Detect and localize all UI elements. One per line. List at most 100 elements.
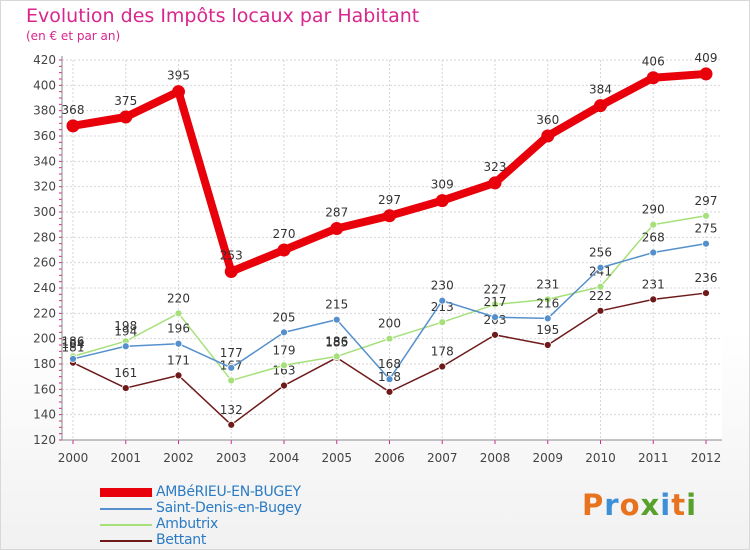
data-point <box>543 314 552 323</box>
data-point <box>491 313 499 322</box>
legend-swatch <box>100 540 152 542</box>
y-tick-label: 360 <box>33 129 56 143</box>
data-point <box>280 381 288 390</box>
x-tick-label: 2011 <box>638 451 669 465</box>
legend-label: AMBéRIEU-EN-BUGEY <box>156 484 301 500</box>
legend-label: Bettant <box>156 532 207 548</box>
x-tick-label: 2006 <box>374 451 405 465</box>
y-tick-label: 180 <box>33 357 56 371</box>
data-label: 196 <box>167 322 190 336</box>
data-label: 406 <box>642 55 665 69</box>
data-label: 395 <box>167 69 190 83</box>
data-point <box>699 67 713 81</box>
data-point <box>277 243 291 257</box>
data-label: 222 <box>589 289 612 303</box>
data-point <box>172 85 185 99</box>
data-point <box>121 342 130 351</box>
x-tick-label: 2005 <box>321 451 352 465</box>
data-point <box>383 209 396 223</box>
data-label: 384 <box>589 83 612 97</box>
data-point <box>596 282 605 291</box>
y-tick-label: 200 <box>33 332 56 346</box>
data-point <box>646 71 660 85</box>
brand-letter: i <box>686 488 698 522</box>
data-point <box>596 263 605 272</box>
data-point <box>596 306 605 315</box>
data-point <box>227 363 236 372</box>
data-label: 186 <box>62 334 85 348</box>
data-point <box>227 420 236 429</box>
y-tick-label: 420 <box>33 53 56 67</box>
legend-label: Ambutrix <box>156 516 218 532</box>
data-point <box>121 384 130 392</box>
data-label: 195 <box>536 323 559 337</box>
data-point <box>649 220 658 229</box>
data-point <box>119 110 133 124</box>
y-tick-label: 400 <box>33 78 56 92</box>
brand-letter: i <box>660 488 672 522</box>
data-label: 198 <box>114 319 137 333</box>
data-label: 177 <box>220 346 243 360</box>
chart-title: Evolution des Impôts locaux par Habitant <box>26 5 420 27</box>
brand-letter: r <box>604 488 620 522</box>
data-point <box>280 361 288 370</box>
data-label: 205 <box>273 310 296 324</box>
y-tick-label: 300 <box>33 205 56 219</box>
data-label: 368 <box>62 103 85 117</box>
data-point <box>438 318 447 327</box>
legend-swatch <box>100 488 152 497</box>
data-label: 256 <box>589 246 612 260</box>
x-tick-label: 2009 <box>532 451 563 465</box>
legend-swatch <box>100 524 152 526</box>
data-label: 231 <box>536 277 559 291</box>
data-point <box>385 375 394 384</box>
data-label: 230 <box>431 279 454 293</box>
data-label: 241 <box>589 265 612 279</box>
data-label: 360 <box>536 113 559 127</box>
brand-letter: t <box>671 488 687 522</box>
x-tick-label: 2007 <box>427 451 458 465</box>
data-label: 186 <box>325 334 348 348</box>
data-label: 171 <box>167 353 190 367</box>
data-label: 409 <box>695 51 718 65</box>
data-point <box>227 376 236 385</box>
data-point <box>69 355 77 363</box>
data-label: 213 <box>431 300 454 314</box>
data-label: 161 <box>114 366 137 380</box>
x-tick-label: 2002 <box>163 451 194 465</box>
data-label: 253 <box>220 249 243 263</box>
data-label: 215 <box>325 298 348 312</box>
x-tick-label: 2008 <box>480 451 511 465</box>
chart-subtitle: (en € et par an) <box>26 29 121 43</box>
data-label: 194 <box>114 324 137 338</box>
data-label: 168 <box>378 357 401 371</box>
data-point <box>594 99 607 113</box>
data-label: 297 <box>378 193 401 207</box>
data-point <box>174 339 183 348</box>
data-label: 323 <box>484 160 507 174</box>
data-point <box>488 176 502 190</box>
x-tick-label: 2012 <box>691 451 722 465</box>
data-label: 185 <box>325 336 348 350</box>
data-point <box>702 289 710 297</box>
data-point <box>332 352 341 361</box>
data-point <box>543 295 552 304</box>
data-label: 217 <box>484 295 507 309</box>
data-point <box>702 239 710 248</box>
data-label: 275 <box>695 222 718 236</box>
data-point <box>491 300 499 309</box>
data-label: 200 <box>378 317 401 331</box>
data-label: 216 <box>536 296 559 310</box>
data-point <box>385 387 394 396</box>
x-tick-label: 2004 <box>269 451 300 465</box>
data-point <box>224 265 238 279</box>
data-point <box>330 221 344 235</box>
data-point <box>438 296 447 305</box>
data-label: 178 <box>431 345 454 359</box>
data-label: 309 <box>431 178 454 192</box>
data-point <box>543 341 552 349</box>
y-tick-label: 280 <box>33 230 56 244</box>
data-label: 297 <box>695 194 718 208</box>
data-point <box>332 315 341 324</box>
